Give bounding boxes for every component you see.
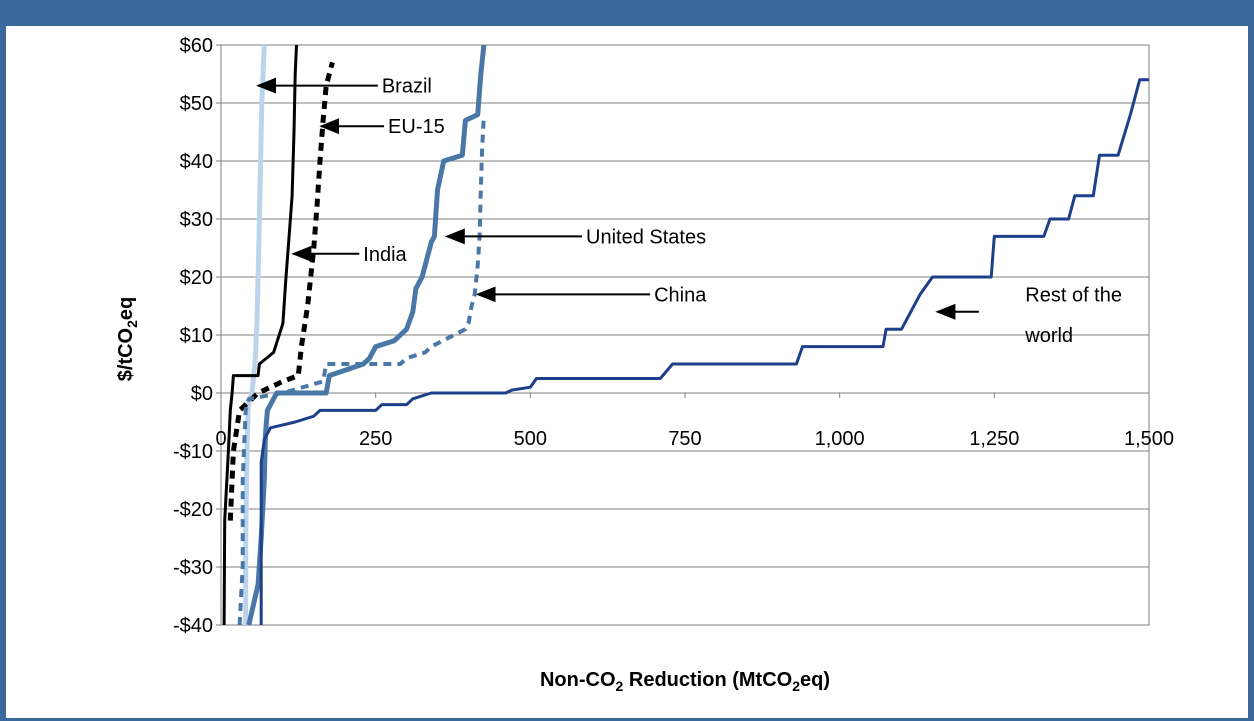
x-tick-label: 750 (668, 428, 701, 450)
x-tick-label: 250 (359, 428, 392, 450)
x-tick-label: 500 (514, 428, 547, 450)
series-china (237, 114, 486, 626)
series-rest-of-the-world (259, 78, 1149, 625)
series-eu-15 (227, 61, 335, 521)
y-tick-label: $20 (180, 267, 213, 289)
y-tick-label: $50 (180, 93, 213, 115)
y-tick-label: -$10 (173, 441, 213, 463)
annotation-india: India (363, 244, 407, 266)
grid (216, 44, 1150, 626)
series-brazil (243, 44, 267, 625)
y-tick-label: -$40 (173, 615, 213, 637)
y-tick-label: -$20 (173, 499, 213, 521)
x-tick-label: 1,000 (815, 428, 865, 450)
plot-area (220, 44, 1150, 626)
x-tick-label: 1,500 (1124, 428, 1174, 450)
x-tick-label: 0 (215, 428, 226, 450)
annotations: Brazil EU-15 United States India China Rest o… (256, 76, 1122, 347)
y-tick-label: -$30 (173, 557, 213, 579)
annotation-united-states: United States (586, 226, 706, 248)
annotation-brazil: Brazil (382, 76, 432, 98)
x-tick-label: 1,250 (969, 428, 1019, 450)
y-tick-label: $10 (180, 325, 213, 347)
series-india (222, 44, 298, 626)
y-axis-title: $/tCO2eq (115, 297, 140, 381)
annotation-rest-of-the: Rest of the (1025, 284, 1122, 306)
x-axis-title: Non-CO2 Reduction (MtCO2eq) (540, 669, 830, 694)
y-tick-label: $60 (180, 35, 213, 57)
annotation-eu-15: EU-15 (388, 116, 445, 138)
y-tick-label: $30 (180, 209, 213, 231)
annotation-world: world (1024, 325, 1073, 347)
y-tick-label: $40 (180, 151, 213, 173)
series-united-states (246, 44, 487, 626)
series-lines (222, 44, 1149, 626)
annotation-china: China (654, 284, 707, 306)
y-tick-label: $0 (191, 383, 213, 405)
tick-labels: $60 $50 $40 $30 $20 $10 $0 -$10 -$20 -$30 -$40 0 250… (173, 35, 1174, 637)
